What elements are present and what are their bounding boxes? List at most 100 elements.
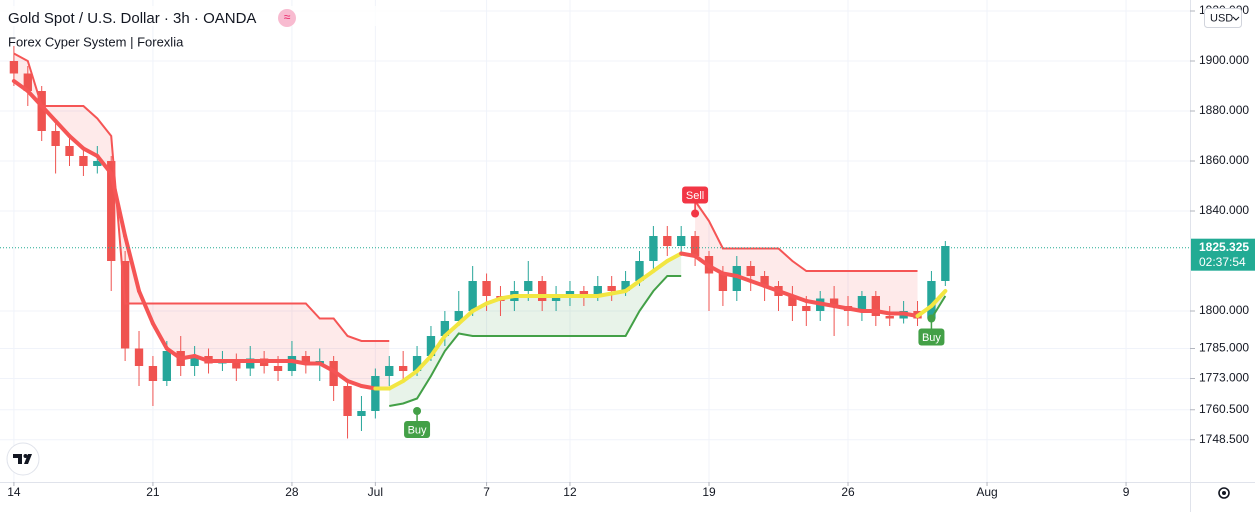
trend-segment <box>401 369 420 383</box>
candle-body <box>232 361 241 369</box>
trend-segment <box>123 234 142 293</box>
candle-body <box>148 366 158 381</box>
trend-segment <box>679 251 698 258</box>
countdown-label: 02:37:54 <box>1199 255 1246 269</box>
y-tick-label: 1880.000 <box>1199 103 1249 117</box>
y-tick-label: 1748.500 <box>1199 432 1249 446</box>
trend-segment <box>331 369 350 383</box>
signal-label: Sell <box>686 190 704 202</box>
candle-body <box>398 366 408 371</box>
candle-body <box>538 281 547 301</box>
candle-body <box>357 411 366 416</box>
candle-body <box>718 273 728 291</box>
x-tick-label: 12 <box>563 485 577 499</box>
candle-body <box>482 281 491 296</box>
plot: Buy Sell Buy <box>0 46 1190 439</box>
trend-segment <box>428 334 447 358</box>
trend-segment <box>623 279 642 293</box>
last-price-box <box>1191 238 1255 271</box>
logo[interactable] <box>6 442 40 476</box>
trend-segment <box>832 304 851 311</box>
x-tick-label: 7 <box>483 485 490 499</box>
x-tick-label: Aug <box>976 485 997 499</box>
trend-segment <box>415 354 433 373</box>
signal-box <box>918 328 945 346</box>
trend-segment <box>456 309 475 326</box>
signal[interactable]: Buy <box>918 314 945 346</box>
trend-segment <box>818 301 837 308</box>
trend-segment <box>804 299 823 306</box>
signal-point <box>691 209 700 218</box>
currency-button[interactable] <box>1204 8 1242 28</box>
candle-body <box>287 356 297 371</box>
trend-segment <box>693 254 711 268</box>
trend-segment <box>442 321 461 338</box>
trend-segment <box>790 294 809 303</box>
trend-segment <box>150 321 169 351</box>
trend-segment <box>762 284 781 293</box>
candle-body <box>621 281 630 291</box>
trend-segment <box>178 354 197 361</box>
trend-segment <box>665 251 684 263</box>
settings-button[interactable] <box>1218 487 1230 499</box>
indicator-name: Forex Cyper System | Forexlia <box>8 34 184 49</box>
candle-body <box>551 296 561 301</box>
candle-body <box>649 236 658 261</box>
trend-segment <box>873 309 892 316</box>
candle-body <box>107 161 116 261</box>
candle-body <box>343 386 352 416</box>
trend-segment <box>95 154 114 176</box>
candle-body <box>927 281 936 319</box>
trend-segment <box>637 269 656 283</box>
candle-body <box>329 361 338 386</box>
y-tick-label: 1773.000 <box>1199 371 1249 385</box>
candle-body <box>857 296 867 311</box>
candle-body <box>885 316 894 319</box>
band-fill <box>13 53 390 389</box>
x-tick-label: 28 <box>285 485 299 499</box>
last-price-label: 1825.325 <box>1199 240 1249 254</box>
trend-segment <box>317 361 336 373</box>
x-tick-label: 21 <box>146 485 160 499</box>
candle-body <box>663 236 672 246</box>
currency-label: USD <box>1210 12 1233 24</box>
trend-segment <box>846 306 864 313</box>
candle-body <box>134 348 144 366</box>
trend-segment <box>706 264 725 276</box>
candle-body <box>802 306 811 311</box>
candle-body <box>565 291 575 296</box>
candle-body <box>246 358 255 369</box>
candle-body <box>426 336 436 356</box>
y-tick-label: 1840.000 <box>1199 203 1249 217</box>
candle-body <box>440 321 450 336</box>
signal-box <box>682 186 709 204</box>
y-tick-label: 1800.000 <box>1199 303 1249 317</box>
y-tick-label: 1760.500 <box>1199 402 1249 416</box>
status-icon-glyph: ≈ <box>284 10 291 24</box>
candle-body <box>635 261 644 281</box>
candle-body <box>468 281 477 311</box>
trend-segment <box>595 291 614 298</box>
status-icon[interactable] <box>278 9 296 27</box>
trend-segment <box>720 271 739 278</box>
signal-box <box>404 421 431 438</box>
trend-segment <box>498 294 517 301</box>
candle-body <box>871 296 880 316</box>
candle-body <box>732 266 741 291</box>
trend-segment <box>734 274 753 283</box>
trend-segment <box>929 289 948 308</box>
signal[interactable]: Sell <box>682 186 709 218</box>
trend-segment <box>651 259 670 273</box>
x-tick-label: 26 <box>841 485 855 499</box>
signal[interactable]: Buy <box>404 407 431 438</box>
candle-body <box>690 236 700 256</box>
candle-body <box>788 296 797 306</box>
candle-body <box>51 131 60 146</box>
candle-body <box>9 61 19 74</box>
trend-segment <box>53 119 72 138</box>
trend-segment <box>484 296 503 306</box>
signal-label: Buy <box>408 424 427 436</box>
trend-segment <box>915 304 934 318</box>
candle-body <box>79 156 88 166</box>
y-tick-label: 1860.000 <box>1199 153 1249 167</box>
